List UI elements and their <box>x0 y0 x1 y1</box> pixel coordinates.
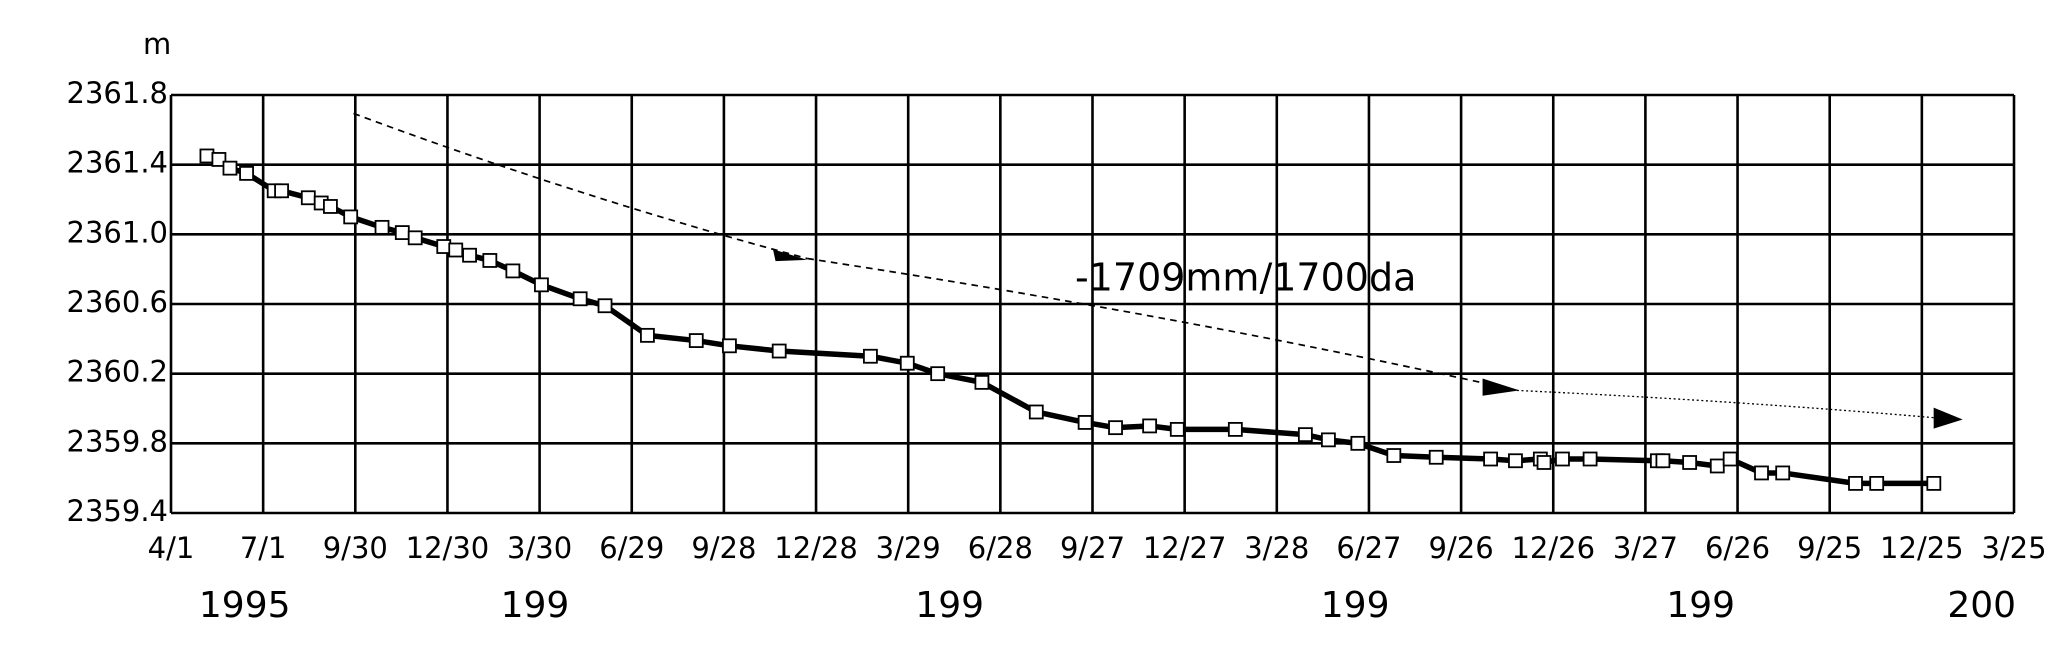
data-point <box>1926 475 1942 491</box>
data-point <box>394 225 410 240</box>
y-tick-label: 2360.2 <box>67 355 168 389</box>
data-point <box>1321 432 1336 448</box>
x-tick-label: 6/28 <box>968 531 1033 565</box>
data-point <box>1108 420 1123 436</box>
annotation: -1709mm/1700da <box>1075 256 1416 300</box>
data-point <box>199 148 215 164</box>
year-label: 200 <box>1947 585 2016 626</box>
x-tick-label: 12/30 <box>406 531 490 565</box>
data-point <box>436 239 452 254</box>
year-label: 199 <box>915 585 984 626</box>
data-point <box>771 343 787 359</box>
arrowhead <box>1482 378 1520 396</box>
data-point <box>1754 465 1769 481</box>
data-point <box>1655 453 1671 469</box>
y-tick-label: 2359.4 <box>67 494 168 528</box>
data-point <box>1582 451 1598 467</box>
data-point <box>222 160 238 176</box>
x-tick-label: 12/28 <box>774 531 858 565</box>
x-tick-label: 12/25 <box>1880 531 1964 565</box>
x-tick-label: 9/26 <box>1429 531 1494 565</box>
data-point <box>274 183 289 199</box>
data-point <box>1848 475 1863 491</box>
data-point <box>722 338 737 354</box>
data-point <box>407 230 423 246</box>
arrowhead <box>1933 407 1963 429</box>
year-label: 199 <box>501 585 570 626</box>
year-label: 1995 <box>199 585 291 626</box>
y-axis-label: m <box>143 27 171 61</box>
data-point <box>1682 455 1698 470</box>
data-point <box>343 209 359 225</box>
y-tick-label: 2360.6 <box>67 285 168 319</box>
data-point <box>1386 448 1402 463</box>
y-tick-label: 2359.8 <box>67 424 168 458</box>
x-tick-label: 6/29 <box>599 531 664 565</box>
data-point <box>1227 421 1243 437</box>
data-point <box>688 333 704 348</box>
x-tick-label: 6/26 <box>1705 531 1770 565</box>
data-point <box>505 263 521 279</box>
data-point <box>1483 451 1498 467</box>
x-tick-label: 3/25 <box>1981 531 2046 565</box>
data-point <box>1077 415 1093 430</box>
data-point <box>1028 404 1044 420</box>
data-point <box>534 277 549 293</box>
trend-line <box>353 112 808 260</box>
data-line <box>206 153 1934 487</box>
y-tick-label: 2361.8 <box>67 76 168 110</box>
x-tick-label: 9/27 <box>1060 531 1125 565</box>
x-tick-label: 3/28 <box>1244 531 1309 565</box>
data-point <box>597 298 613 314</box>
data-point <box>1142 418 1158 434</box>
x-tick-label: 3/29 <box>876 531 941 565</box>
data-point <box>1428 449 1444 465</box>
x-tick-label: 3/27 <box>1613 531 1678 565</box>
year-label: 199 <box>1666 585 1735 626</box>
data-point <box>448 242 464 258</box>
data-point <box>1169 421 1185 437</box>
data-point <box>300 190 316 206</box>
data-point <box>239 165 254 181</box>
data-point <box>899 355 915 371</box>
data-point <box>1536 455 1552 470</box>
data-point <box>1709 458 1725 474</box>
data-point <box>1722 451 1738 467</box>
data-point <box>1555 451 1570 467</box>
data-point <box>974 374 990 390</box>
x-tick-label: 12/26 <box>1511 531 1595 565</box>
data-point <box>462 247 477 263</box>
x-tick-label: 6/27 <box>1336 531 1401 565</box>
data-point <box>1775 465 1791 481</box>
data-point <box>374 219 390 235</box>
data-point <box>863 348 878 364</box>
data-point <box>482 253 498 268</box>
trend-line <box>807 257 1518 392</box>
x-tick-label: 7/1 <box>240 531 287 565</box>
data-point <box>323 199 338 214</box>
x-tick-label: 9/30 <box>323 531 388 565</box>
trend-line <box>1516 389 1939 419</box>
x-tick-label: 3/30 <box>507 531 572 565</box>
trend-arrow <box>353 112 1963 429</box>
x-tick-label: 9/28 <box>691 531 756 565</box>
y-tick-label: 2361.0 <box>67 215 168 249</box>
x-tick-label: 4/1 <box>148 531 195 565</box>
data-point <box>1297 427 1313 443</box>
x-tick-label: 12/27 <box>1143 531 1227 565</box>
data-point <box>1508 453 1523 469</box>
arrowhead <box>772 249 808 262</box>
x-tick-label: 9/25 <box>1797 531 1862 565</box>
y-tick-label: 2361.4 <box>67 146 168 180</box>
data-point <box>930 366 946 382</box>
data-point <box>640 327 655 343</box>
data-point <box>572 291 588 307</box>
data-point <box>211 152 227 167</box>
data-point <box>1350 435 1366 451</box>
data-point <box>1869 475 1885 491</box>
year-label: 199 <box>1321 585 1390 626</box>
